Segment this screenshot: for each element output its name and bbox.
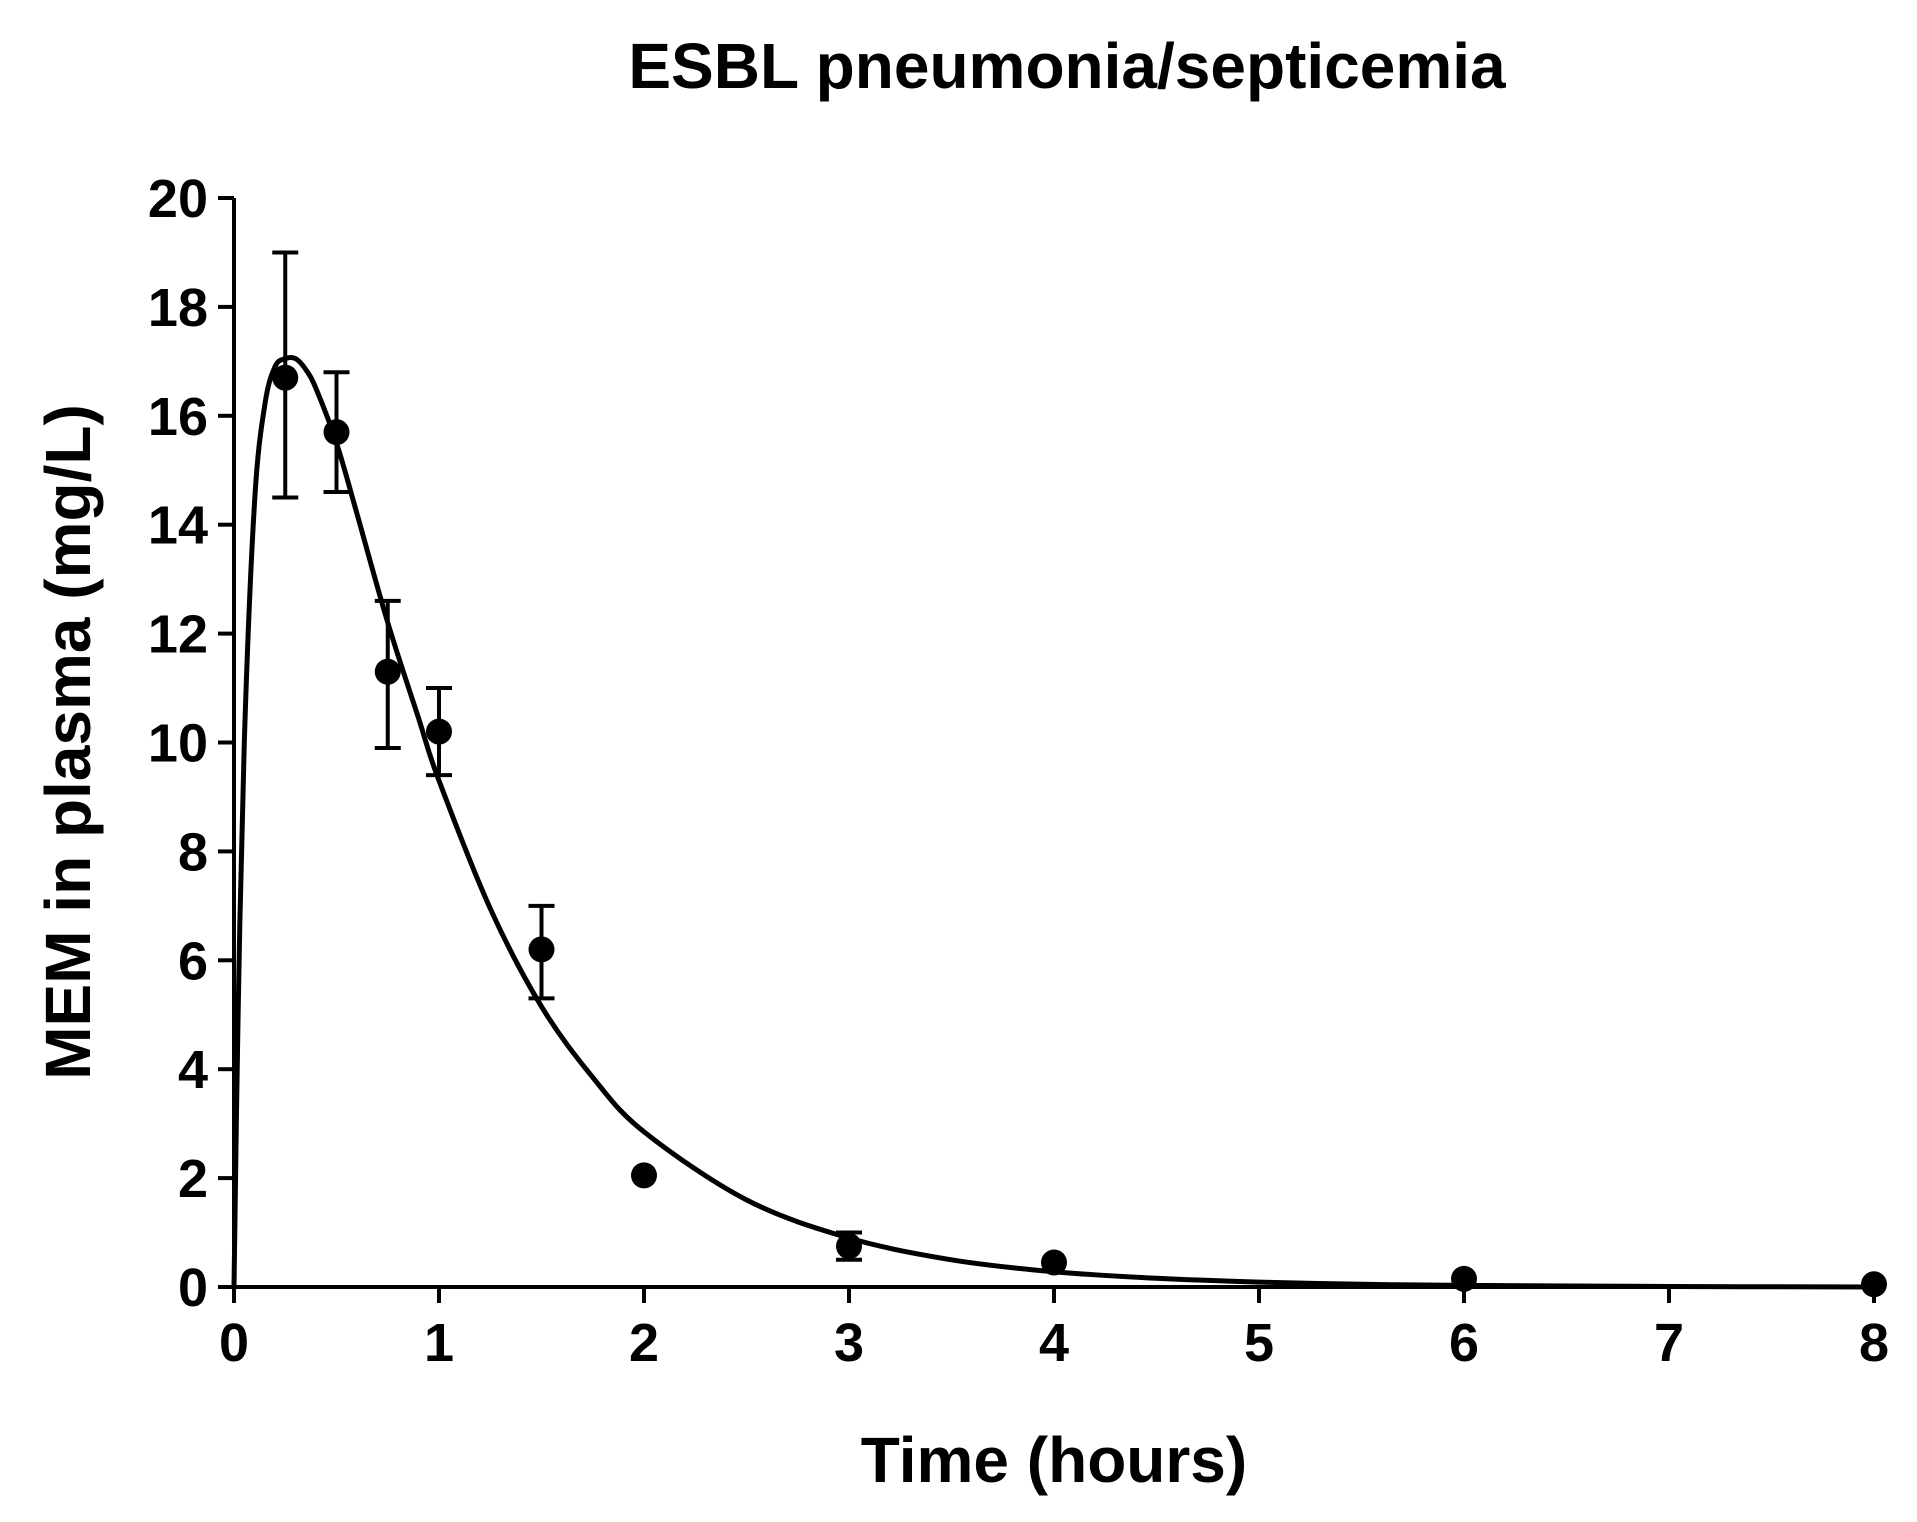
data-point xyxy=(836,1233,862,1260)
x-tick-label: 6 xyxy=(1449,1313,1479,1373)
y-tick-label: 16 xyxy=(148,387,208,447)
x-tick-label: 1 xyxy=(424,1313,454,1373)
data-point xyxy=(272,364,299,391)
y-tick-label: 18 xyxy=(148,278,208,338)
y-axis-ticks: 0 2 4 6 8 10 12 14 16 18 20 xyxy=(148,169,234,1318)
y-tick-label: 4 xyxy=(178,1040,208,1100)
data-point xyxy=(1861,1271,1887,1298)
y-tick-label: 0 xyxy=(178,1258,208,1318)
data-point xyxy=(1041,1249,1067,1276)
data-points xyxy=(272,364,1887,1298)
x-axis-label: Time (hours) xyxy=(861,1424,1247,1496)
data-point xyxy=(374,658,401,685)
x-tick-label: 3 xyxy=(834,1313,864,1373)
data-point xyxy=(1451,1265,1477,1292)
y-tick-label: 12 xyxy=(148,605,208,665)
chart-title: ESBL pneumonia/septicemia xyxy=(628,30,1506,102)
y-tick-label: 14 xyxy=(148,496,208,556)
y-tick-label: 2 xyxy=(178,1149,208,1209)
x-tick-label: 7 xyxy=(1654,1313,1684,1373)
y-tick-label: 20 xyxy=(148,169,208,229)
x-axis-ticks: 0 1 2 3 4 5 6 7 8 xyxy=(219,1287,1889,1373)
data-point xyxy=(426,718,452,745)
y-tick-label: 8 xyxy=(178,822,208,882)
data-point xyxy=(323,419,350,446)
x-tick-label: 2 xyxy=(629,1313,659,1373)
y-axis-label: MEM in plasma (mg/L) xyxy=(32,404,104,1080)
x-tick-label: 5 xyxy=(1244,1313,1274,1373)
data-point xyxy=(631,1162,657,1189)
data-point xyxy=(528,936,555,963)
x-tick-label: 0 xyxy=(219,1313,249,1373)
fit-curve-line xyxy=(231,354,1877,1290)
y-tick-label: 6 xyxy=(178,931,208,991)
x-tick-label: 4 xyxy=(1039,1313,1069,1373)
x-tick-label: 8 xyxy=(1859,1313,1889,1373)
y-tick-label: 10 xyxy=(148,714,208,774)
error-bars xyxy=(272,250,862,1262)
